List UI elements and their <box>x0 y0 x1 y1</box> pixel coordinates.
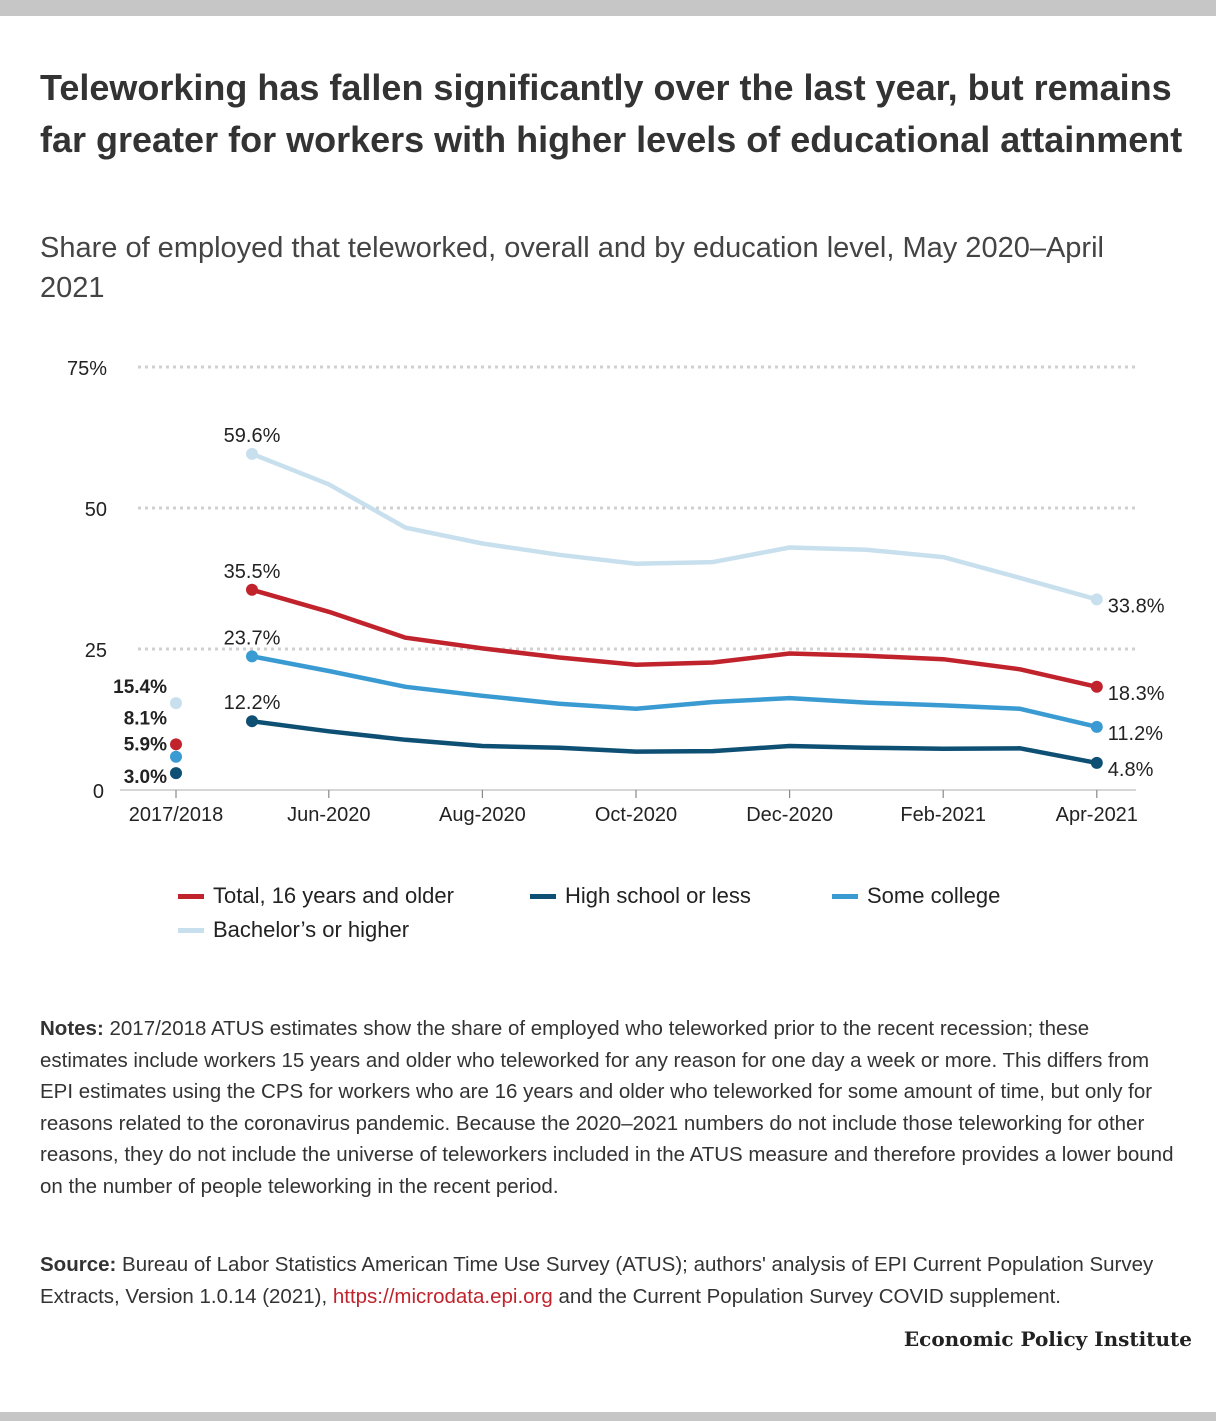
series-end-point-2 <box>1090 720 1103 733</box>
legend-item-high-school: High school or less <box>530 883 751 909</box>
series-end-label-1: 4.8% <box>1108 759 1154 781</box>
brand-logo-text: Economic Policy Institute <box>903 1327 1192 1351</box>
y-tick-label-0: 0 <box>93 781 104 803</box>
legend-item-some-college: Some college <box>832 883 1000 909</box>
baseline-point-3 <box>170 697 182 710</box>
legend-label-high-school: High school or less <box>565 883 751 908</box>
legend-label-some-college: Some college <box>867 883 1001 908</box>
baseline-point-0 <box>170 738 182 751</box>
series-line-1 <box>249 718 1100 766</box>
series-start-label-0: 35.5% <box>224 561 281 583</box>
source-text-before: Bureau of Labor Statistics American Time… <box>40 1253 1154 1308</box>
series-end-point-1 <box>1090 756 1103 769</box>
baseline-label-1: 3.0% <box>124 767 167 788</box>
legend-label-total: Total, 16 years and older <box>213 883 454 908</box>
source-text-after: and the Current Population Survey COVID … <box>552 1284 1061 1308</box>
series-start-label-3: 59.6% <box>224 425 281 447</box>
x-tick-label-5: Feb-2021 <box>900 804 986 826</box>
baseline-label-0: 8.1% <box>124 708 167 729</box>
series-end-label-2: 11.2% <box>1108 723 1163 745</box>
series-start-label-2: 23.7% <box>224 627 281 649</box>
legend-label-bachelors: Bachelor’s or higher <box>213 917 410 942</box>
series-line-0 <box>249 587 1100 690</box>
legend-swatch-high-school <box>530 893 556 899</box>
notes-label: Notes: <box>40 1017 104 1040</box>
legend-swatch-bachelors <box>178 927 204 933</box>
y-tick-label-50: 50 <box>85 499 107 521</box>
baseline-point-1 <box>170 767 182 780</box>
x-tick-label-3: Oct-2020 <box>595 804 677 826</box>
top-border-bar <box>0 0 1216 16</box>
series-end-point-0 <box>1090 680 1103 693</box>
x-tick-label-2: Aug-2020 <box>439 804 526 826</box>
x-tick-label-6: Apr-2021 <box>1056 804 1138 826</box>
series-start-point-2 <box>246 650 258 663</box>
source-link[interactable]: https://microdata.epi.org <box>332 1284 553 1308</box>
chart-title: Teleworking has fallen significantly ove… <box>40 67 1183 160</box>
series-start-label-1: 12.2% <box>224 692 281 714</box>
baseline-label-3: 15.4% <box>113 677 167 698</box>
notes-text: 2017/2018 ATUS estimates show the share … <box>40 1017 1174 1198</box>
series-end-point-3 <box>1090 593 1103 606</box>
x-tick-label-4: Dec-2020 <box>746 804 833 826</box>
source-label: Source: <box>40 1253 117 1276</box>
source-paragraph: Source: Bureau of Labor Statistics Ameri… <box>40 1249 1180 1312</box>
baseline-label-2: 5.9% <box>124 735 167 756</box>
chart-subtitle: Share of employed that teleworked, overa… <box>40 232 1104 304</box>
series-line-3 <box>249 451 1100 602</box>
series-start-point-1 <box>246 715 258 728</box>
series-start-point-0 <box>246 583 258 596</box>
bottom-border-bar <box>0 1412 1216 1421</box>
notes-paragraph: Notes: 2017/2018 ATUS estimates show the… <box>40 1013 1180 1202</box>
legend-swatch-some-college <box>832 893 858 899</box>
line-chart: 75% 50 25 0 2017/2018 Jun-2020 Aug-2020 Oct-202… <box>67 358 1165 826</box>
series-start-point-3 <box>246 447 258 460</box>
y-tick-label-25: 25 <box>85 640 107 662</box>
series-end-label-0: 18.3% <box>1108 683 1165 705</box>
baseline-point-2 <box>170 750 182 763</box>
legend-swatch-total <box>178 893 204 899</box>
series-line-2 <box>249 654 1100 730</box>
y-tick-label-75: 75% <box>67 358 107 380</box>
series-end-label-3: 33.8% <box>1108 595 1165 617</box>
x-tick-label-0: 2017/2018 <box>129 804 224 826</box>
x-tick-label-1: Jun-2020 <box>287 804 370 826</box>
legend-item-bachelors: Bachelor’s or higher <box>178 917 409 943</box>
legend-item-total: Total, 16 years and older <box>178 883 454 909</box>
